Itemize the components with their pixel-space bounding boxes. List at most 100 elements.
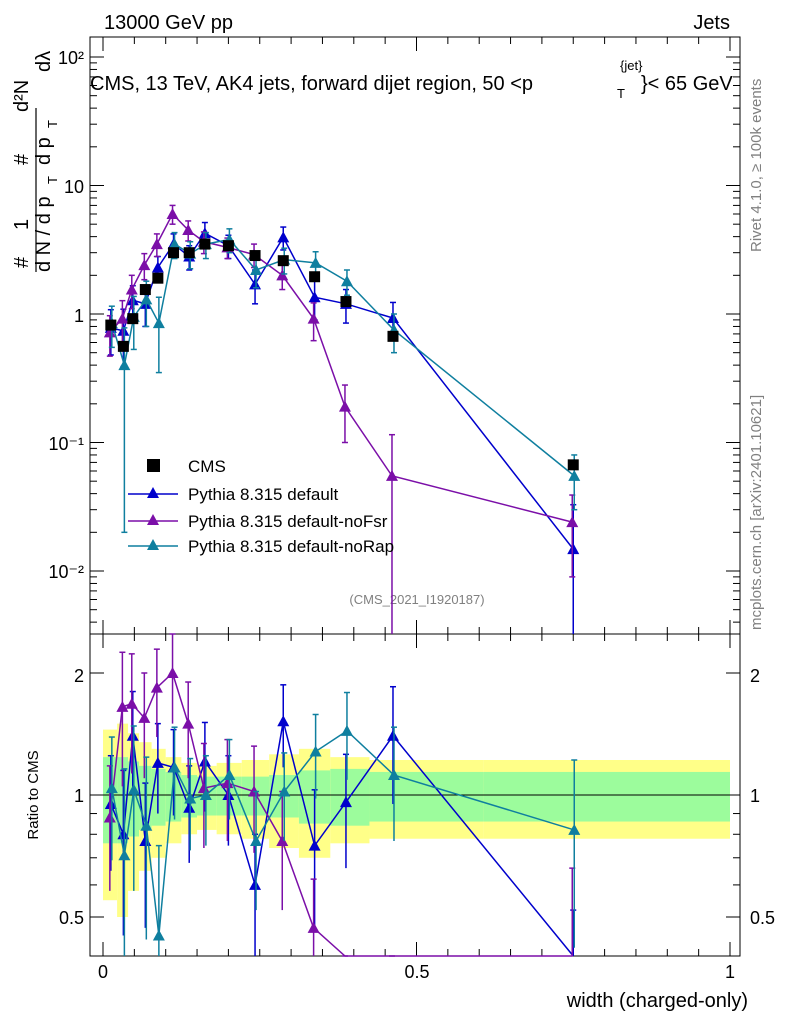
marker-2-1 bbox=[116, 312, 129, 324]
ylabel-dlambda: dλ bbox=[33, 51, 55, 72]
cms-point-6 bbox=[183, 247, 195, 259]
marker-2-0 bbox=[103, 326, 116, 338]
category-label: Jets bbox=[693, 12, 730, 34]
ylabel-t-1: T bbox=[45, 176, 60, 184]
cms-point-10 bbox=[277, 255, 289, 267]
main-y-axis-label: # 1 d N / d p T # d p T d²N dλ bbox=[11, 51, 60, 272]
ratio-series-2 bbox=[103, 633, 576, 957]
ratio-marker-3-6 bbox=[184, 792, 197, 804]
main-y-tick-labels: 10⁻² 10⁻¹ 1 10 10² bbox=[48, 48, 84, 582]
ratio-y-axis-label: Ratio to CMS bbox=[25, 750, 42, 839]
band-inner-bin-4 bbox=[151, 768, 166, 826]
plot-title-tail: }< 65 GeV bbox=[641, 73, 733, 95]
analysis-tag: (CMS_2021_I1920187) bbox=[349, 592, 484, 607]
ratio-marker-1-11 bbox=[308, 839, 321, 851]
ratio-marker-2-7 bbox=[197, 782, 210, 794]
marker-3-1 bbox=[118, 359, 131, 371]
cms-point-5 bbox=[168, 247, 180, 259]
marker-1-13 bbox=[386, 312, 399, 324]
ylabel-hash-1: # bbox=[11, 256, 33, 268]
marker-2-14 bbox=[566, 516, 579, 528]
ratio-marker-1-7 bbox=[198, 755, 211, 767]
marker-2-5 bbox=[166, 208, 179, 220]
marker-3-14 bbox=[568, 469, 581, 481]
main-series-layer bbox=[103, 204, 581, 634]
ratio-marker-2-4 bbox=[150, 681, 163, 693]
ratio-marker-3-1 bbox=[118, 849, 131, 861]
plot-title: CMS, 13 TeV, AK4 jets, forward dijet reg… bbox=[90, 73, 533, 95]
rivet-version-label: Rivet 4.1.0, ≥ 100k events bbox=[748, 79, 765, 252]
x-axis-label: width (charged-only) bbox=[566, 990, 748, 1012]
series-3 bbox=[105, 228, 581, 534]
ratio-marker-3-2 bbox=[127, 783, 140, 795]
marker-3-9 bbox=[250, 263, 263, 275]
ratio-marker-2-3 bbox=[138, 711, 151, 723]
plot-title-subscript: T bbox=[617, 86, 625, 101]
series-line-2 bbox=[109, 212, 573, 523]
legend-cms-label: CMS bbox=[188, 457, 226, 476]
ratio-marker-3-7 bbox=[199, 789, 212, 800]
ratio-ytick-0.5-right: 0.5 bbox=[750, 908, 775, 928]
legend-default-marker bbox=[147, 487, 159, 498]
ylabel-one: 1 bbox=[11, 219, 33, 230]
ratio-marker-1-10 bbox=[277, 715, 290, 727]
series-2 bbox=[103, 204, 579, 634]
ratio-marker-3-3 bbox=[140, 819, 153, 831]
ratio-ytick-2-left: 2 bbox=[74, 666, 84, 686]
marker-2-11 bbox=[307, 312, 320, 324]
marker-3-5 bbox=[168, 238, 181, 250]
ratio-series-layer bbox=[103, 633, 581, 957]
ratio-marker-1-12 bbox=[339, 796, 352, 808]
marker-1-10 bbox=[277, 231, 290, 243]
legend-cms-marker bbox=[147, 459, 160, 472]
cms-point-1 bbox=[117, 340, 129, 352]
marker-2-2 bbox=[125, 283, 138, 295]
series-line-1 bbox=[110, 232, 574, 550]
cms-point-7 bbox=[199, 238, 211, 250]
ylabel-dn-dpt: d N / d p bbox=[33, 196, 55, 272]
marker-2-3 bbox=[138, 259, 151, 271]
ratio-marker-1-13 bbox=[386, 729, 399, 741]
marker-1-9 bbox=[249, 278, 262, 290]
ylabel-t-2: T bbox=[45, 120, 60, 128]
marker-3-4 bbox=[152, 317, 165, 329]
ratio-ytick-0.5-left: 0.5 bbox=[59, 908, 84, 928]
legend-nofsr-label: Pythia 8.315 default-noFsr bbox=[188, 512, 388, 531]
cms-point-14 bbox=[567, 459, 579, 471]
ratio-marker-2-8 bbox=[221, 777, 234, 789]
marker-2-10 bbox=[276, 269, 289, 281]
ratio-ytick-1-left: 1 bbox=[74, 786, 84, 806]
ratio-marker-2-2 bbox=[125, 697, 138, 709]
marker-2-4 bbox=[150, 238, 163, 250]
ratio-ytick-1-right: 1 bbox=[750, 786, 760, 806]
ratio-marker-3-9 bbox=[250, 835, 263, 847]
ratio-marker-1-6 bbox=[183, 801, 196, 813]
energy-label: 13000 GeV pp bbox=[104, 12, 233, 34]
ratio-series-3 bbox=[105, 691, 581, 956]
series-line-3 bbox=[111, 238, 575, 477]
ytick-label-100: 10² bbox=[58, 48, 84, 68]
ratio-marker-2-11 bbox=[307, 921, 320, 933]
ratio-y-tick-labels: 0.5 1 2 0.5 1 2 bbox=[59, 666, 775, 928]
ratio-marker-3-10 bbox=[278, 785, 291, 797]
cms-point-8 bbox=[222, 240, 234, 252]
marker-1-1 bbox=[117, 324, 130, 336]
ratio-marker-2-6 bbox=[182, 717, 195, 729]
legend-norap-marker bbox=[147, 539, 159, 550]
ratio-marker-3-11 bbox=[309, 745, 322, 757]
marker-3-11 bbox=[309, 256, 322, 268]
ratio-marker-3-12 bbox=[340, 724, 353, 736]
marker-2-6 bbox=[182, 224, 195, 236]
xtick-label-1: 1 bbox=[725, 962, 735, 982]
cms-point-9 bbox=[249, 250, 261, 262]
ylabel-d2n: d²N bbox=[11, 80, 33, 112]
marker-2-12 bbox=[338, 400, 351, 412]
ratio-marker-3-8 bbox=[223, 769, 236, 781]
ratio-marker-1-2 bbox=[126, 729, 139, 741]
ratio-marker-2-1 bbox=[116, 700, 129, 712]
xtick-label-0: 0 bbox=[98, 962, 108, 982]
legend-default-label: Pythia 8.315 default bbox=[188, 485, 339, 504]
legend: CMS Pythia 8.315 default Pythia 8.315 de… bbox=[128, 457, 394, 556]
band-inner-bin-1 bbox=[117, 757, 129, 844]
band-inner-bin-14 bbox=[483, 771, 730, 822]
